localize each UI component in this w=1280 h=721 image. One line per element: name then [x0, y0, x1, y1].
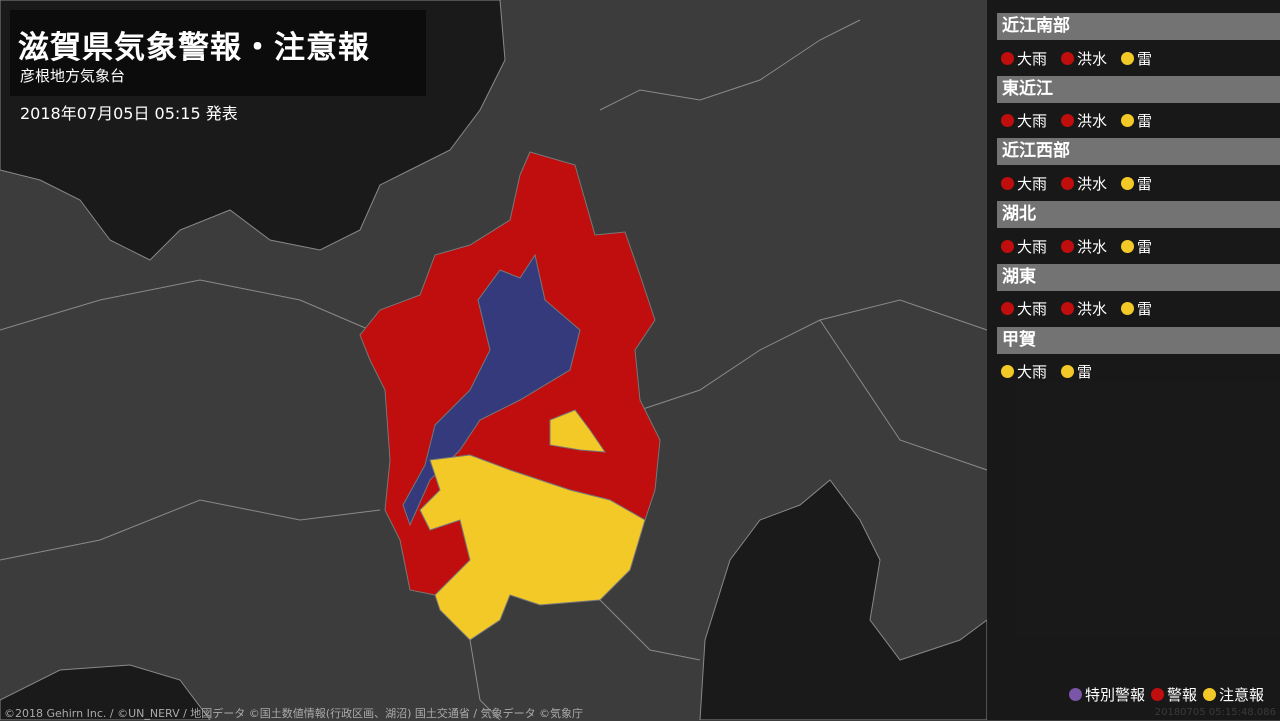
yellow-dot-icon [1061, 365, 1075, 378]
warning-label: 大雨 [1017, 112, 1048, 131]
yellow-dot-icon [1202, 688, 1216, 701]
sea-south [699, 479, 988, 720]
warning-item: 大雨 [1001, 48, 1047, 69]
area-block: 甲賀大雨 雷 [997, 326, 1280, 390]
legend-advisory: 注意報 [1202, 684, 1264, 705]
warning-label: 雷 [1137, 49, 1153, 68]
red-dot-icon [1001, 239, 1014, 253]
yellow-dot-icon [1121, 302, 1135, 316]
warning-item: 雷 [1121, 298, 1152, 319]
warning-label: 雷 [1137, 174, 1153, 193]
red-dot-icon [1001, 114, 1014, 128]
area-block: 近江南部大雨 洪水 雷 [997, 13, 1280, 76]
warning-label: 洪水 [1077, 300, 1108, 319]
red-dot-icon [1150, 688, 1164, 701]
warning-item: 洪水 [1061, 173, 1107, 194]
legend-label: 特別警報 [1084, 686, 1145, 704]
warning-item: 雷 [1061, 361, 1092, 382]
area-block: 湖北大雨 洪水 雷 [997, 201, 1280, 264]
area-block: 東近江大雨 洪水 雷 [997, 75, 1280, 139]
warning-label: 洪水 [1077, 174, 1108, 193]
warning-item: 洪水 [1061, 110, 1107, 131]
warning-label: 雷 [1077, 363, 1093, 381]
timestamp: 20180705 05:15:48.086 [1154, 707, 1276, 718]
area-items: 大雨 洪水 雷 [997, 103, 1280, 139]
warning-item: 大雨 [1001, 361, 1047, 382]
warning-item: 大雨 [1001, 236, 1047, 257]
red-dot-icon [1061, 51, 1075, 65]
warning-item: 雷 [1121, 236, 1152, 257]
warning-item: 大雨 [1001, 173, 1047, 194]
yellow-dot-icon [1121, 114, 1135, 128]
area-name: 甲賀 [997, 326, 1280, 354]
area-name: 東近江 [997, 75, 1280, 103]
page-title: 滋賀県気象警報・注意報 [18, 30, 370, 66]
purple-dot-icon [1068, 688, 1082, 701]
area-items: 大雨 洪水 雷 [997, 291, 1280, 327]
warning-item: 雷 [1121, 110, 1152, 131]
credit: ©2018 Gehirn Inc. / ©UN_NERV / 地図データ ©国土… [4, 707, 584, 720]
red-dot-icon [1001, 51, 1014, 65]
yellow-dot-icon [1121, 176, 1135, 190]
warning-item: 雷 [1121, 173, 1152, 194]
warning-item: 大雨 [1001, 298, 1047, 319]
office-name: 彦根地方気象台 [20, 67, 126, 85]
area-items: 大雨 洪水 雷 [997, 40, 1280, 76]
warning-item: 雷 [1121, 48, 1152, 69]
legend-label: 注意報 [1218, 686, 1264, 704]
warning-item: 洪水 [1061, 48, 1107, 69]
warning-label: 洪水 [1077, 49, 1108, 68]
warning-item: 洪水 [1061, 298, 1107, 319]
warning-panel: 近江南部 大雨 洪水雷東近江 大雨 洪水雷近江西部 大雨 洪水雷湖北 大雨 洪水雷湖東 大雨 洪水雷… [987, 0, 1280, 720]
warning-label: 大雨 [1017, 300, 1048, 319]
warning-label: 雷 [1137, 112, 1153, 131]
yellow-dot-icon [1121, 51, 1135, 65]
warning-item: 洪水 [1061, 236, 1107, 257]
warning-label: 大雨 [1017, 237, 1048, 256]
area-name: 湖東 [997, 263, 1280, 291]
area-items: 大雨 洪水 雷 [997, 165, 1280, 201]
warning-label: 大雨 [1017, 174, 1048, 193]
area-block: 近江西部大雨 洪水 雷 [997, 138, 1280, 201]
red-dot-icon [1061, 239, 1075, 253]
area-items: 大雨 雷 [997, 354, 1280, 390]
area-block: 湖東大雨 洪水 雷 [997, 263, 1280, 327]
red-dot-icon [1061, 114, 1075, 128]
warning-label: 雷 [1137, 237, 1153, 256]
region-advisory-small [549, 409, 607, 453]
sea-osaka-bay [0, 664, 211, 720]
area-name: 近江西部 [997, 138, 1280, 166]
yellow-dot-icon [1001, 365, 1014, 378]
red-dot-icon [1061, 302, 1075, 316]
yellow-dot-icon [1121, 239, 1135, 253]
legend-label: 警報 [1166, 686, 1197, 704]
red-dot-icon [1001, 302, 1014, 316]
warning-item: 大雨 [1001, 110, 1047, 131]
red-dot-icon [1001, 176, 1014, 190]
warning-label: 洪水 [1077, 112, 1108, 131]
warning-label: 大雨 [1017, 363, 1048, 381]
issued-time: 2018年07月05日 05:15 発表 [20, 104, 238, 123]
area-name: 湖北 [997, 201, 1280, 229]
legend: 特別警報 警報 注意報 [1068, 684, 1270, 705]
legend-warning: 警報 [1150, 684, 1197, 705]
red-dot-icon [1061, 176, 1075, 190]
warning-label: 大雨 [1017, 49, 1048, 68]
area-items: 大雨 洪水 雷 [997, 228, 1280, 264]
title-box [10, 10, 426, 96]
legend-special-warning: 特別警報 [1068, 684, 1145, 705]
area-name: 近江南部 [997, 13, 1280, 40]
warning-label: 雷 [1137, 300, 1153, 319]
region-advisory-koka [419, 454, 646, 641]
warning-label: 洪水 [1077, 237, 1108, 256]
